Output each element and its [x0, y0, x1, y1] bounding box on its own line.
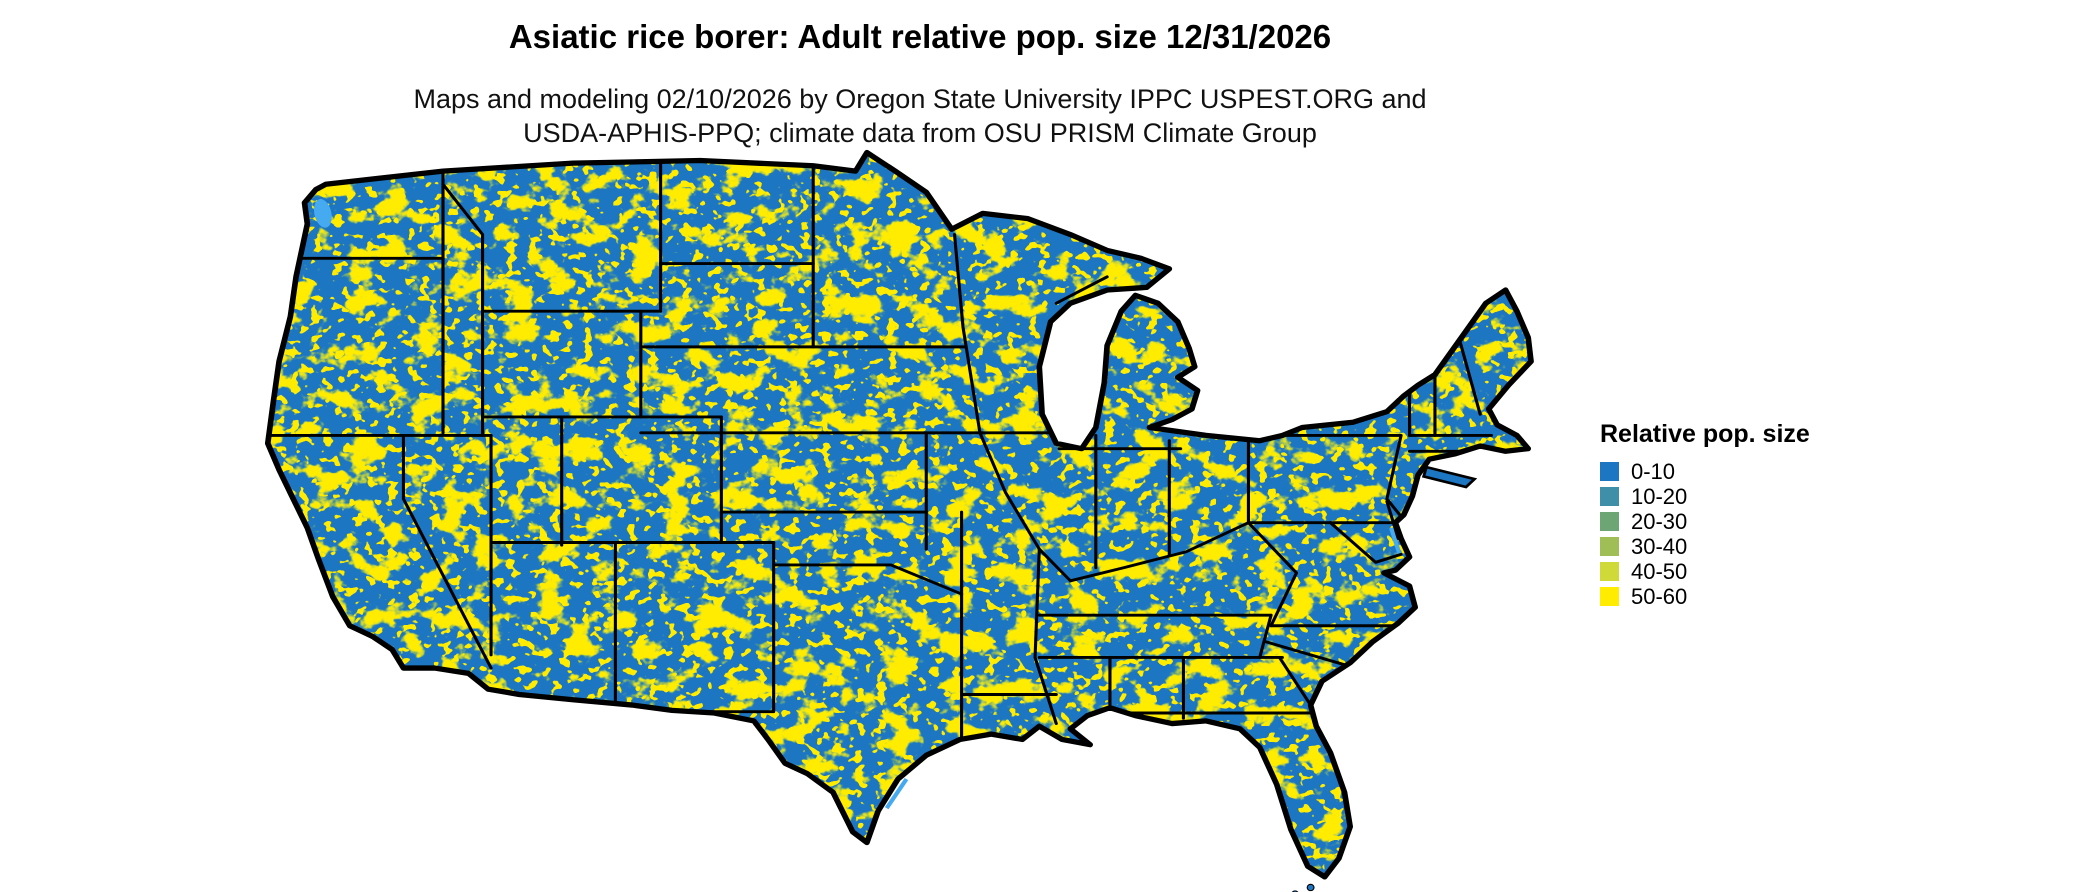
florida-keys: [1291, 883, 1315, 892]
legend-label-10-20: 10-20: [1631, 483, 1688, 509]
legend-item: 40-50: [1600, 559, 1920, 584]
legend-title: Relative pop. size: [1600, 420, 1810, 448]
legend-item: 20-30: [1600, 509, 1920, 534]
legend-label-40-50: 40-50: [1631, 558, 1688, 584]
us-map: [264, 149, 1534, 892]
legend-swatch-20-30: [1600, 512, 1619, 531]
puget-sound-water: [313, 199, 332, 228]
legend-swatch-50-60: [1600, 587, 1619, 606]
legend-swatch-30-40: [1600, 537, 1619, 556]
legend-swatch-10-20: [1600, 487, 1619, 506]
us-map-container: [248, 142, 1548, 892]
legend-label-20-30: 20-30: [1631, 508, 1688, 534]
legend: Relative pop. size 0-10 10-20 20-30 30-4…: [1600, 420, 1920, 609]
us-outline: [264, 149, 1534, 880]
legend-item: 10-20: [1600, 484, 1920, 509]
chesapeake-water: [1389, 527, 1402, 555]
legend-label-30-40: 30-40: [1631, 533, 1688, 559]
gulf-coast-water: [884, 778, 909, 810]
state-borders: [269, 161, 1494, 741]
page-subtitle: Maps and modeling 02/10/2026 by Oregon S…: [0, 82, 1840, 150]
subtitle-line-2: USDA-APHIS-PPQ; climate data from OSU PR…: [523, 118, 1317, 148]
legend-label-0-10: 0-10: [1631, 458, 1676, 484]
legend-swatch-0-10: [1600, 462, 1619, 481]
legend-label-50-60: 50-60: [1631, 583, 1688, 609]
water-accents: [313, 199, 1402, 810]
long-island: [1421, 465, 1478, 489]
legend-item: 30-40: [1600, 534, 1920, 559]
legend-item: 0-10: [1600, 459, 1920, 484]
legend-swatch-40-50: [1600, 562, 1619, 581]
subtitle-line-1: Maps and modeling 02/10/2026 by Oregon S…: [413, 84, 1427, 114]
page-title: Asiatic rice borer: Adult relative pop. …: [508, 18, 1332, 55]
legend-item: 50-60: [1600, 584, 1920, 609]
